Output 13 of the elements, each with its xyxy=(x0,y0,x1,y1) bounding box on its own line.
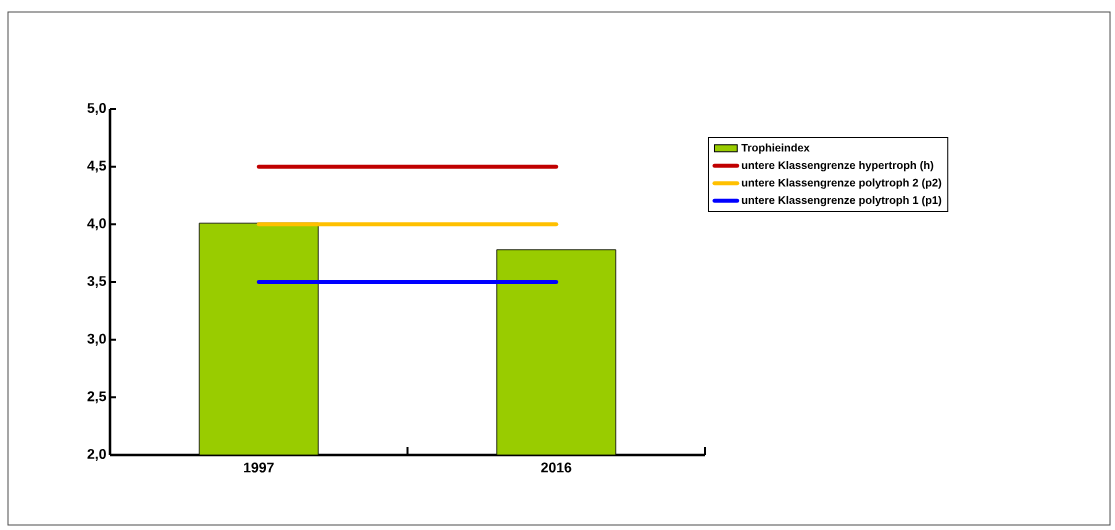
x-tick-label: 1997 xyxy=(244,462,274,473)
y-tick-label: 2,0 xyxy=(87,449,106,461)
legend-label: untere Klassengrenze polytroph 2 (p2) xyxy=(741,178,942,189)
y-tick-label: 4,5 xyxy=(87,160,107,173)
y-tick-label: 3,5 xyxy=(87,276,107,288)
y-tick-label: 5,0 xyxy=(87,103,106,115)
legend-label: Trophieindex xyxy=(741,143,810,154)
legend-label: untere Klassengrenze polytroph 1 (p1) xyxy=(741,195,942,207)
x-tick-label: 2016 xyxy=(541,462,572,473)
y-tick-label: 2,5 xyxy=(87,391,107,404)
legend-label: untere Klassengrenze hypertroph (h) xyxy=(741,161,934,172)
y-tick-label: 4,0 xyxy=(87,218,106,231)
y-tick-label: 3,0 xyxy=(87,333,106,346)
